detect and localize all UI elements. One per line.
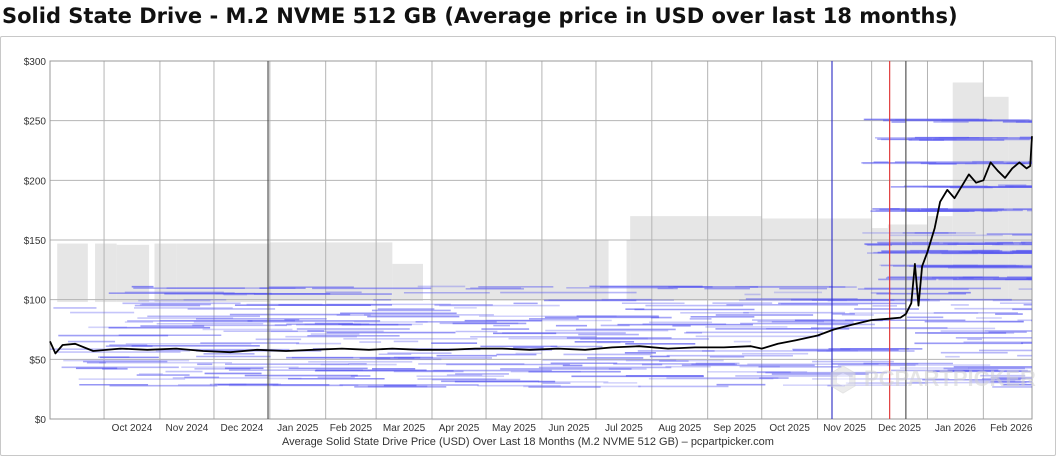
y-tick-label: $300 [24, 57, 47, 68]
axis-layer: $0 $50 $100 $150 $200 $250 $300 Oct 2024 Nov 202… [24, 57, 1033, 434]
x-tick-label: Apr 2025 [439, 423, 480, 434]
x-tick-label: Jun 2025 [548, 423, 590, 434]
x-tick-label: Oct 2025 [769, 423, 810, 434]
x-tick-label: Jan 2026 [935, 423, 977, 434]
y-tick-label: $200 [24, 176, 47, 187]
y-tick-label: $100 [24, 296, 47, 307]
price-band-gap [149, 61, 155, 306]
price-band-segment [93, 243, 117, 303]
x-tick-label: Jan 2025 [277, 423, 319, 434]
x-tick-label: Feb 2026 [990, 423, 1033, 434]
price-band-segment [152, 243, 177, 303]
price-band-gap [87, 61, 96, 306]
price-band-gap [608, 61, 627, 306]
x-tick-label: Mar 2025 [383, 423, 426, 434]
y-tick-label: $250 [24, 117, 47, 128]
pcpartpicker-watermark: PCPARTPICKER [828, 364, 1036, 394]
x-tick-label: Aug 2025 [658, 423, 701, 434]
x-tick-label: Nov 2024 [166, 423, 209, 434]
x-tick-label: May 2025 [492, 423, 536, 434]
price-band-segment [392, 263, 429, 301]
price-band-segment [927, 216, 953, 301]
chart-title: Solid State Drive - M.2 NVME 512 GB (Ave… [2, 4, 958, 28]
average-price-line [49, 136, 1033, 355]
price-band-segment [428, 240, 613, 301]
x-tick-label: Jul 2025 [605, 423, 643, 434]
x-tick-label: Dec 2025 [878, 423, 921, 434]
watermark-text: PCPARTPICKER [864, 366, 1036, 391]
price-band-segment [176, 243, 270, 303]
y-tick-label: $150 [24, 236, 47, 247]
marker-layer [267, 61, 907, 419]
x-tick-label: Oct 2024 [112, 423, 153, 434]
price-band-segment [269, 242, 393, 301]
plot-border [49, 60, 1033, 420]
listing-price-layer [50, 118, 1032, 388]
average-line-layer [49, 136, 1033, 355]
chart-caption: Average Solid State Drive Price (USD) Ov… [282, 436, 774, 448]
pcpartpicker-logo-icon [830, 365, 856, 394]
y-tick-label: $50 [29, 355, 46, 366]
x-tick-label: Feb 2025 [330, 423, 373, 434]
price-band-segment [871, 228, 888, 301]
price-band-segment [57, 243, 94, 303]
y-tick-label: $0 [35, 415, 47, 426]
price-band-segment [983, 96, 1009, 301]
x-tick-label: Nov 2025 [823, 423, 866, 434]
x-tick-label: Dec 2024 [220, 423, 263, 434]
price-band-gap [422, 61, 431, 306]
x-tick-label: Sep 2025 [713, 423, 756, 434]
price-band-segment [761, 218, 872, 301]
